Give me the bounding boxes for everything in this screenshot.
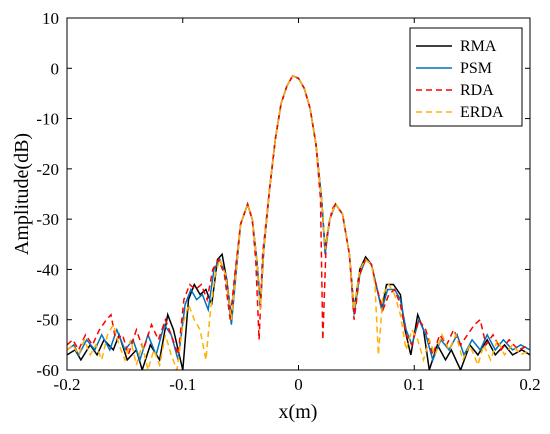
y-tick-label: -10 (36, 110, 59, 129)
legend-box (409, 27, 523, 127)
series-line-rda (67, 74, 530, 358)
legend-label-psm: PSM (460, 60, 492, 77)
ticks-layer: -0.2 -0.1 0 0.1 0.2 10 0 -10 -20 -30 -40 -50 -60 (36, 9, 540, 394)
legend-label-rda: RDA (460, 82, 494, 99)
x-axis-label: x(m) (279, 401, 318, 423)
x-tick-label: -0.2 (54, 375, 81, 394)
series-line-erda (67, 74, 530, 370)
x-tick-label: 0 (294, 375, 303, 394)
y-tick-label: -60 (36, 361, 59, 380)
legend-label-rma: RMA (460, 38, 497, 55)
x-tick-label: -0.1 (169, 375, 196, 394)
y-tick-label: -50 (36, 311, 59, 330)
y-tick-label: 10 (42, 9, 59, 28)
series-layer (67, 74, 530, 370)
x-tick-label: 0.1 (404, 375, 425, 394)
y-tick-label: -40 (36, 260, 59, 279)
legend: RMA PSM RDA ERDA (409, 27, 523, 127)
y-tick-label: 0 (51, 59, 60, 78)
legend-label-erda: ERDA (460, 104, 504, 121)
x-tick-label: 0.2 (519, 375, 540, 394)
y-tick-label: -30 (36, 210, 59, 229)
y-axis-label: Amplitude(dB) (11, 133, 33, 255)
y-tick-label: -20 (36, 160, 59, 179)
